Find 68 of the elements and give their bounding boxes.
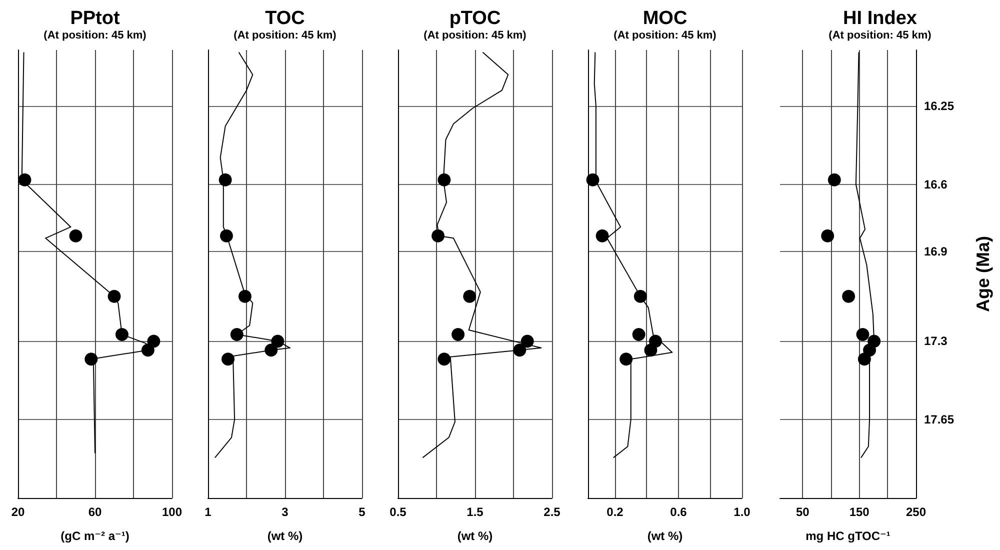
point — [596, 229, 609, 242]
x-tick-label: 5 — [358, 505, 366, 519]
point — [108, 290, 121, 303]
point — [856, 328, 870, 341]
y-tick-label: 17.3 — [924, 334, 948, 348]
point — [271, 334, 284, 348]
y-tick-label: 16.6 — [924, 177, 948, 192]
point — [858, 352, 871, 366]
x-axis-title: (gC m⁻² a⁻¹) — [60, 529, 130, 543]
x-tick-label: 0.5 — [390, 505, 407, 519]
point — [821, 229, 834, 242]
x-tick-label: 60 — [88, 505, 102, 519]
x-tick-label: 250 — [906, 505, 926, 519]
y-tick-label: 16.25 — [924, 99, 954, 113]
x-axis-title: (wt %) — [457, 529, 493, 543]
chart-subtitle: (At position: 45 km) — [234, 30, 337, 42]
x-axis-title: mg HC gTOC⁻¹ — [806, 529, 890, 543]
x-tick-label: 2.5 — [544, 505, 561, 519]
point — [620, 352, 633, 366]
point — [438, 173, 451, 186]
chart-title: HI Index — [843, 8, 918, 29]
point — [463, 290, 476, 303]
point — [438, 352, 451, 366]
y-axis-title: Age (Ma) — [973, 236, 993, 312]
x-tick-label: 1.0 — [734, 505, 751, 519]
x-tick-label: 150 — [849, 505, 870, 519]
point — [452, 328, 465, 341]
x-axis-title: (wt %) — [647, 529, 683, 543]
point — [842, 290, 856, 303]
chart-subtitle: (At position: 45 km) — [44, 30, 147, 42]
point — [513, 344, 526, 357]
point — [230, 328, 244, 341]
point — [238, 290, 252, 303]
point — [18, 173, 32, 186]
point — [634, 290, 647, 303]
x-tick-label: 1 — [204, 505, 212, 519]
y-tick-label: 16.9 — [924, 244, 948, 259]
x-tick-label: 100 — [162, 505, 182, 519]
chart-subtitle: (At position: 45 km) — [614, 30, 717, 42]
point — [520, 334, 534, 348]
point — [220, 229, 233, 242]
y-tick-label: 17.65 — [924, 412, 954, 427]
point — [586, 173, 600, 186]
chart-subtitle: (At position: 45 km) — [424, 30, 527, 42]
x-tick-label: 50 — [796, 505, 810, 519]
point — [432, 229, 445, 242]
point — [141, 344, 154, 357]
chart-subtitle: (At position: 45 km) — [828, 30, 932, 42]
chart-title: PPtot — [70, 8, 120, 29]
x-tick-label: 1.5 — [466, 505, 484, 519]
chart-title: MOC — [642, 8, 688, 29]
point — [147, 334, 160, 348]
chart-title: pTOC — [449, 8, 501, 29]
point — [644, 344, 658, 357]
chart-title: TOC — [265, 8, 306, 29]
x-tick-label: 20 — [11, 505, 25, 519]
x-axis-title: (wt %) — [267, 529, 303, 543]
point — [264, 344, 278, 357]
point — [828, 173, 841, 186]
point — [84, 352, 98, 366]
point — [632, 328, 646, 341]
point — [222, 352, 235, 366]
point — [115, 328, 128, 341]
x-tick-label: 3 — [282, 505, 289, 519]
x-tick-label: 0.2 — [606, 505, 624, 519]
point — [218, 173, 232, 186]
x-tick-label: 0.6 — [670, 505, 688, 519]
point — [69, 229, 82, 242]
